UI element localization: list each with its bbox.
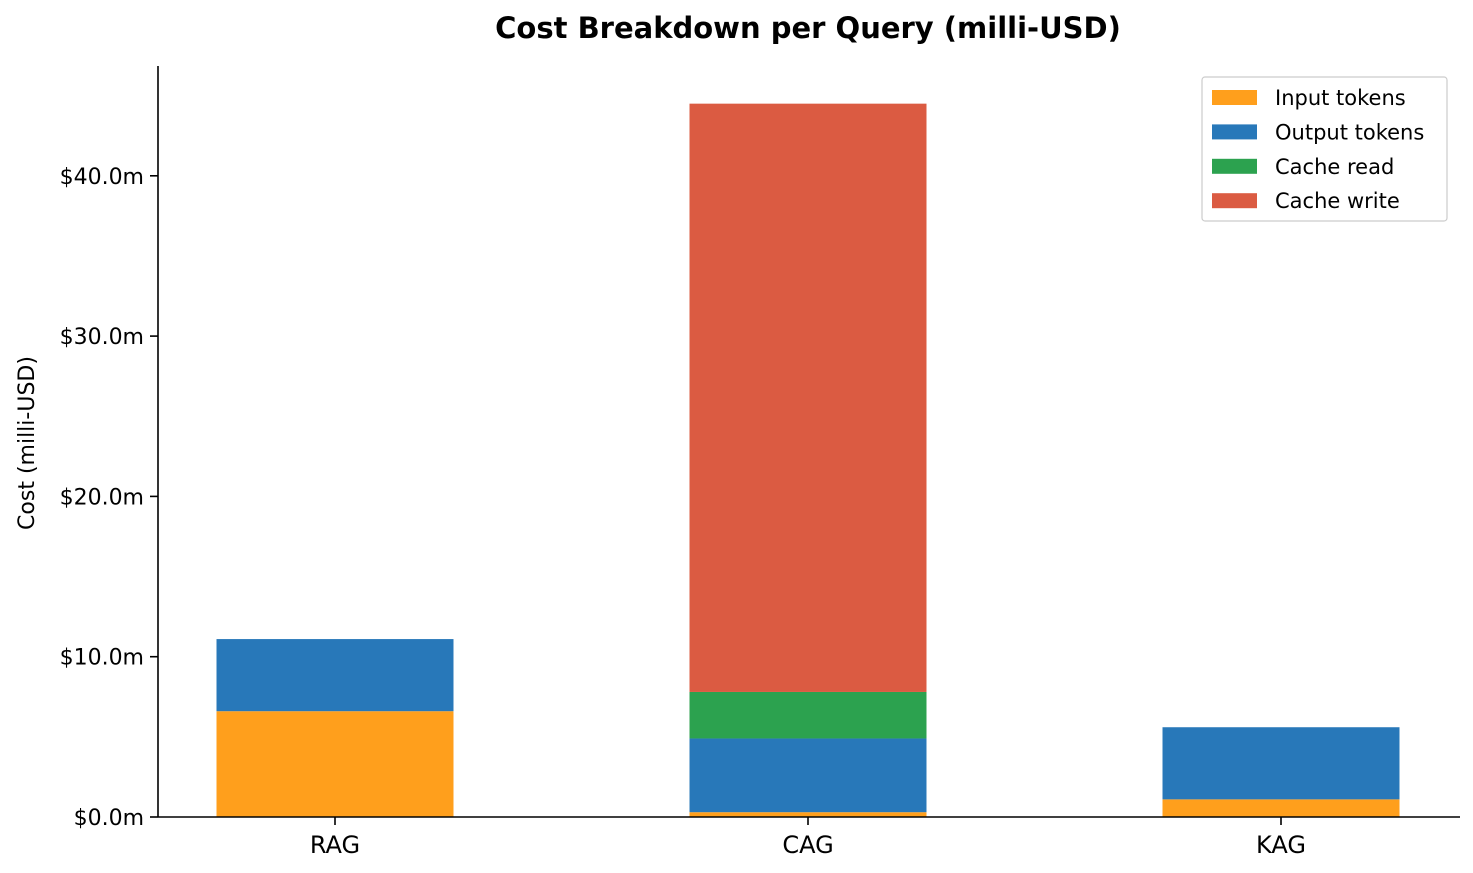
legend-frame <box>1201 76 1448 222</box>
legend-label-input-tokens: Input tokens <box>1275 86 1406 110</box>
y-axis-label: Cost (milli-USD) <box>15 356 40 530</box>
bar-cag-output-tokens <box>689 738 927 813</box>
bar-rag-output-tokens <box>216 639 454 712</box>
y-tick-label: $20.0m <box>60 485 144 510</box>
legend-swatch-cache-write <box>1212 193 1257 209</box>
bar-rag-input-tokens <box>216 711 454 817</box>
legend-label-output-tokens: Output tokens <box>1275 120 1424 144</box>
legend-label-cache-write: Cache write <box>1275 189 1400 213</box>
bar-cag-input-tokens <box>689 812 927 817</box>
x-ticks-group: RAG CAG KAG <box>310 817 1306 859</box>
legend-swatch-cache-read <box>1212 158 1257 174</box>
x-tick-label-kag: KAG <box>1256 831 1306 859</box>
x-tick-label-cag: CAG <box>782 831 833 859</box>
bar-cag-cache-read <box>689 691 927 739</box>
y-tick-label: $0.0m <box>74 806 144 831</box>
legend-label-cache-read: Cache read <box>1275 155 1394 179</box>
y-tick-label: $40.0m <box>60 165 144 190</box>
x-tick-label-rag: RAG <box>310 831 360 859</box>
legend-swatch-output-tokens <box>1212 124 1257 140</box>
chart-title: Cost Breakdown per Query (milli-USD) <box>495 11 1121 45</box>
legend: Input tokens Output tokens Cache read Cache… <box>1201 76 1448 222</box>
bars-group <box>216 103 1400 817</box>
bar-kag-input-tokens <box>1162 799 1400 817</box>
bar-kag-output-tokens <box>1162 727 1400 800</box>
legend-swatch-input-tokens <box>1212 90 1257 105</box>
bar-cag-cache-write <box>689 103 927 692</box>
y-tick-label: $30.0m <box>60 325 144 350</box>
y-ticks-group: $0.0m $10.0m $20.0m $30.0m $40.0m <box>60 165 158 831</box>
y-tick-label: $10.0m <box>60 646 144 671</box>
